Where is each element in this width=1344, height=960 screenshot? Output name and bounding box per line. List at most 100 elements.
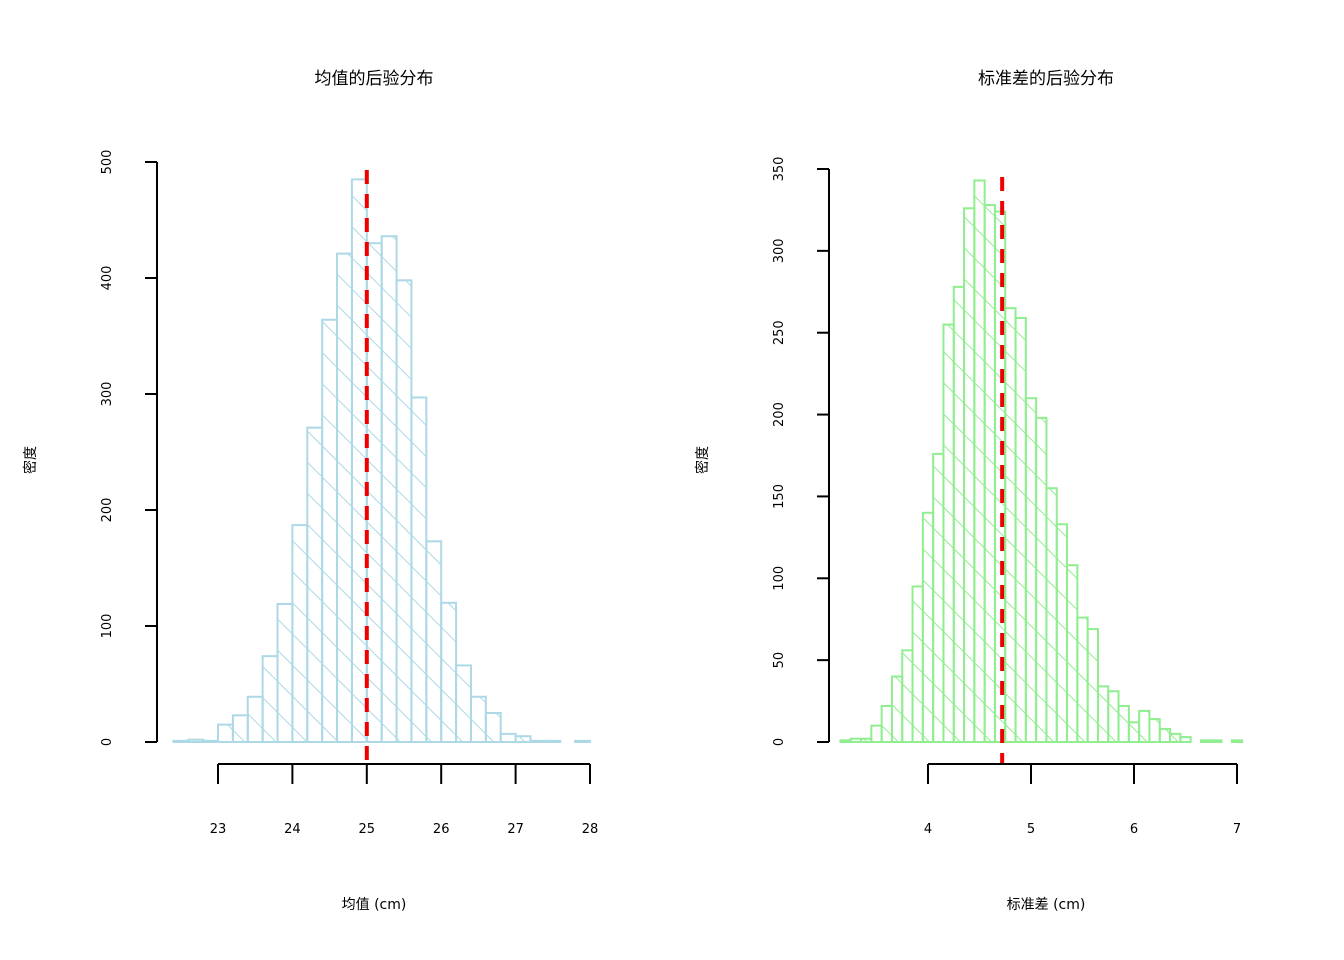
x-axis: 4 5 6 7 <box>924 763 1241 837</box>
y-tick-label: 250 <box>772 320 787 345</box>
sd-posterior-panel: 标准差的后验分布 标准差 (cm) 密度 0 50 100 150 200 250 300 3… <box>694 69 1244 913</box>
histogram-bar <box>187 738 205 743</box>
histogram-bar <box>1148 718 1161 744</box>
x-tick-label: 23 <box>210 822 227 837</box>
histogram-bar <box>942 323 955 743</box>
histogram-bar <box>455 664 472 743</box>
histogram-bar <box>231 714 249 744</box>
histogram-bar <box>574 739 591 744</box>
histogram-bar <box>952 285 966 743</box>
histogram-bar <box>1107 690 1120 743</box>
x-tick-label: 6 <box>1130 822 1138 837</box>
histogram-bar <box>499 732 517 744</box>
histogram-bar <box>1066 564 1079 743</box>
y-tick-label: 300 <box>100 382 115 407</box>
histogram-bar <box>1127 721 1141 743</box>
histogram-bar <box>217 723 234 743</box>
histogram-bar <box>1230 739 1244 743</box>
histogram-bar <box>860 737 873 743</box>
histogram-bar <box>1086 628 1099 743</box>
histogram-bar <box>276 602 294 744</box>
histogram-bar <box>1210 739 1223 743</box>
histogram-bar <box>901 649 914 744</box>
y-tick-label: 200 <box>772 402 787 427</box>
histogram-bar <box>514 735 532 744</box>
chart-title: 标准差的后验分布 <box>978 69 1114 89</box>
x-tick-label: 28 <box>582 822 599 837</box>
histogram-bar <box>440 601 458 743</box>
x-tick-label: 27 <box>507 822 524 837</box>
histogram-bar <box>1179 736 1192 744</box>
histogram-bar <box>336 252 353 743</box>
histogram-bar <box>544 739 562 744</box>
histogram-bar <box>350 178 368 743</box>
histogram-bar <box>1199 739 1213 743</box>
histogram-bar <box>890 675 904 744</box>
y-tick-label: 100 <box>100 614 115 639</box>
x-axis-label: 均值 (cm) <box>342 897 407 913</box>
histogram-bar <box>469 695 487 744</box>
histogram-bar <box>1076 616 1089 744</box>
histogram-bar <box>380 235 398 744</box>
y-tick-label: 500 <box>100 150 115 175</box>
histogram-bar <box>1158 727 1172 744</box>
x-tick-label: 7 <box>1233 822 1241 837</box>
y-tick-label: 200 <box>100 498 115 523</box>
y-tick-label: 0 <box>772 738 787 746</box>
y-tick-label: 400 <box>100 266 115 291</box>
histogram-bar <box>410 396 428 743</box>
histogram-bar <box>1045 487 1058 743</box>
histogram-bar <box>529 739 547 744</box>
histogram-bar <box>1024 397 1038 743</box>
histogram-bar <box>973 179 986 743</box>
y-axis-label: 密度 <box>694 446 711 474</box>
histogram-bar <box>921 511 935 743</box>
y-tick-label: 300 <box>772 238 787 263</box>
histogram-bar <box>849 737 863 743</box>
histogram-bar <box>983 204 996 743</box>
histogram-bar <box>246 695 264 744</box>
y-tick-label: 50 <box>772 652 787 669</box>
histogram-bar <box>1138 709 1151 744</box>
x-tick-label: 25 <box>359 822 376 837</box>
x-tick-label: 26 <box>433 822 450 837</box>
histogram-bar <box>1096 685 1110 744</box>
x-axis: 23 24 25 26 27 28 <box>210 763 599 837</box>
histogram-bar <box>202 739 219 744</box>
x-tick-label: 5 <box>1027 822 1035 837</box>
histogram-bar <box>1035 416 1048 743</box>
y-tick-label: 350 <box>772 157 787 182</box>
histogram-bar <box>321 318 339 743</box>
histogram-bar <box>395 279 413 743</box>
mean-posterior-panel: 均值的后验分布 均值 (cm) 密度 0 100 200 300 400 500 23 24… <box>22 69 598 913</box>
histogram-bar <box>1014 316 1027 743</box>
y-axis: 0 100 200 300 400 500 <box>100 150 158 746</box>
histogram-bar <box>870 724 883 744</box>
y-tick-label: 0 <box>100 738 115 746</box>
x-tick-label: 24 <box>284 822 301 837</box>
histogram-bar <box>484 712 502 743</box>
x-axis-label: 标准差 (cm) <box>1007 897 1086 913</box>
histogram-bars <box>172 178 591 744</box>
histogram-bars <box>839 179 1244 744</box>
histogram-bar <box>963 207 976 744</box>
histogram-bar <box>839 739 852 743</box>
histogram-bar <box>1055 523 1069 744</box>
histogram-bar <box>911 585 924 743</box>
histogram-bar <box>932 452 945 743</box>
histogram-bar <box>1004 307 1017 743</box>
chart-title: 均值的后验分布 <box>315 69 434 89</box>
y-axis-label: 密度 <box>22 446 39 474</box>
histogram-bar <box>172 739 190 744</box>
y-tick-label: 100 <box>772 566 787 591</box>
histogram-bar <box>365 242 383 743</box>
histogram-bar <box>425 540 443 743</box>
histogram-bar <box>306 426 324 743</box>
histogram-bar <box>1117 704 1130 743</box>
histogram-bar <box>291 524 309 744</box>
histogram-bar <box>1169 732 1182 743</box>
histogram-bar <box>261 655 279 743</box>
histogram-bar <box>880 704 893 743</box>
x-tick-label: 4 <box>924 822 932 837</box>
